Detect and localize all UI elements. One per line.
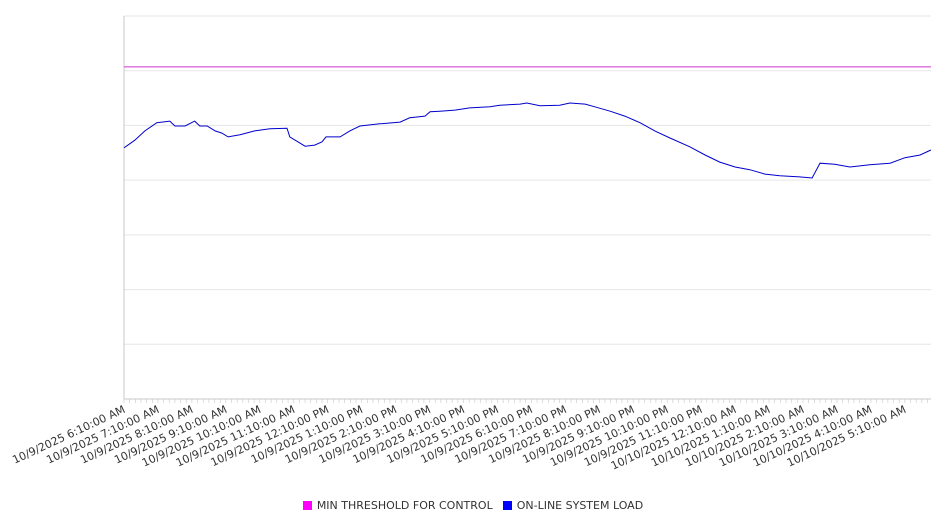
legend: MIN THRESHOLD FOR CONTROL ON-LINE SYSTEM… <box>0 499 946 512</box>
series-line-load <box>123 102 932 179</box>
legend-item-threshold[interactable]: MIN THRESHOLD FOR CONTROL <box>302 499 493 512</box>
legend-label-threshold: MIN THRESHOLD FOR CONTROL <box>316 499 493 512</box>
legend-swatch-threshold <box>302 501 312 510</box>
legend-item-load[interactable]: ON-LINE SYSTEM LOAD <box>502 499 644 512</box>
legend-swatch-load <box>502 501 512 510</box>
legend-label-load: ON-LINE SYSTEM LOAD <box>516 499 644 512</box>
